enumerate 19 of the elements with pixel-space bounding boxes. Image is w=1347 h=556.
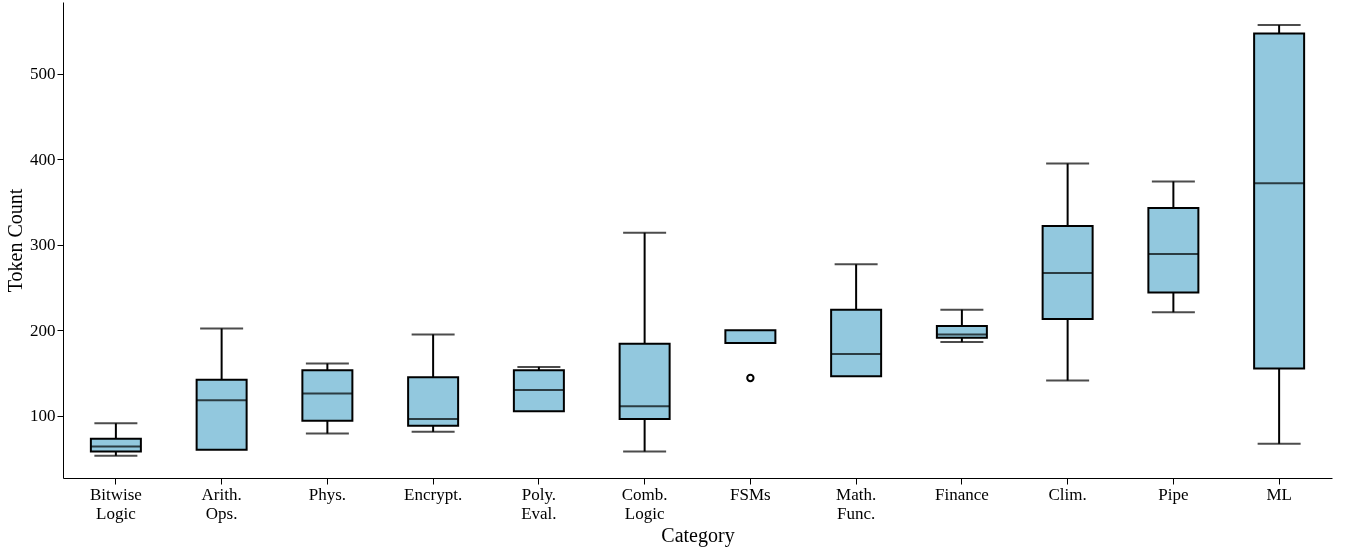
y-axis-title: Token Count — [4, 188, 26, 293]
x-tick-label: Math. Func. — [836, 484, 877, 523]
x-tick-label: Clim. — [1048, 484, 1087, 504]
x-tick-label: Bitwise Logic — [89, 484, 142, 523]
x-tick-label: Pipe — [1158, 484, 1189, 504]
x-tick-label: Arith. Ops. — [201, 484, 242, 523]
x-axis-title: Category — [661, 523, 735, 547]
y-tick-label: 400 — [30, 149, 56, 169]
y-tick-label: 300 — [30, 235, 56, 255]
x-tick-label: Finance — [934, 484, 989, 504]
y-tick-label: 200 — [30, 320, 56, 340]
x-tick-label: ML — [1266, 484, 1292, 504]
x-tick-label: Poly. Eval. — [521, 484, 557, 523]
y-tick-label: 100 — [30, 406, 56, 426]
x-tick-label: Comb. Logic — [621, 484, 668, 523]
x-tick-label: FSMs — [730, 484, 771, 504]
y-tick-label: 500 — [30, 64, 56, 84]
x-tick-label: Phys. — [308, 484, 347, 504]
x-tick-label: Encrypt. — [404, 484, 463, 504]
